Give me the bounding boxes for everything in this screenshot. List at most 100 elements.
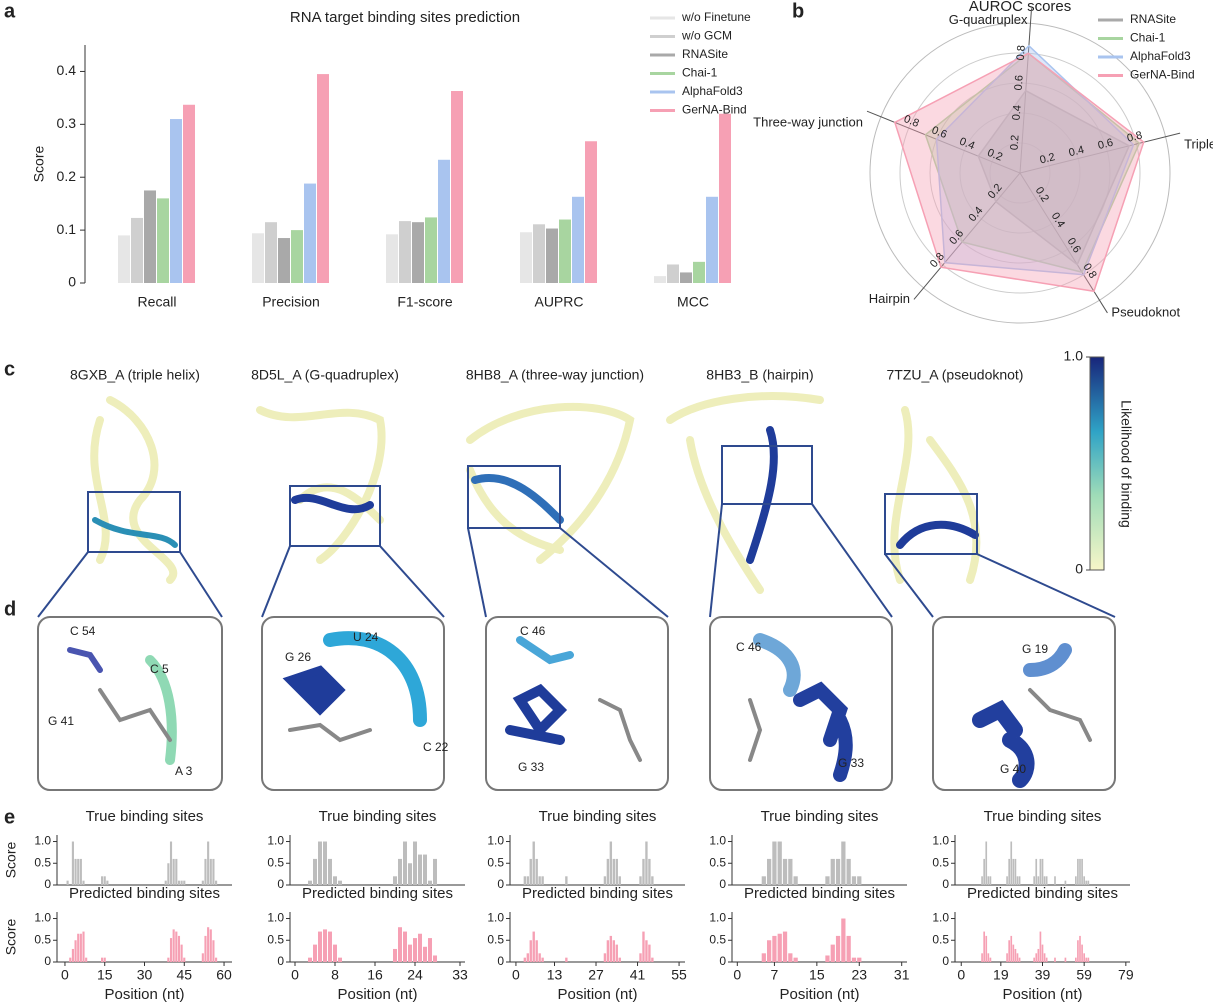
bar [1087,957,1090,962]
bar [782,858,788,885]
bar [103,957,106,962]
bar [654,276,666,283]
bar [215,957,218,962]
bar [529,858,532,885]
bar [565,876,568,885]
bar [1083,876,1085,885]
y-tick-label: 0 [719,954,726,968]
bar [857,957,862,962]
bar [651,876,654,885]
x-tick-label: 0 [512,967,520,983]
r-tick-label: 0.6 [1097,137,1115,152]
bar [830,944,835,962]
bar [830,858,835,885]
y-tick-label: 1.0 [267,834,284,848]
y-tick-label: 1.0 [267,911,284,925]
bar [1016,876,1019,885]
bar [252,233,264,283]
panel-label: d [4,598,16,620]
r-tick-label: 0.8 [902,113,921,130]
bar [423,854,427,885]
bar [398,858,402,885]
panel-label: e [4,806,15,828]
bar [532,931,535,962]
bar [183,957,186,962]
radar-axis [1019,172,1108,314]
residue-label: G 33 [518,760,544,774]
bar [1083,953,1085,962]
bar [533,224,545,283]
radar-axis [866,110,1021,174]
bar [77,933,80,962]
bar [1039,858,1042,885]
residue-label: A 3 [175,764,193,778]
bar [413,841,417,885]
bar [1006,876,1008,885]
bar [428,938,432,962]
bar [767,858,772,885]
bar [180,880,183,885]
y-tick-label: 0 [44,954,51,968]
bar [538,876,541,885]
bar [612,940,615,962]
bar [1043,953,1046,962]
y-tick-label: 0.5 [709,932,726,946]
bar [438,159,450,283]
y-tick-label: 0 [942,954,949,968]
bar [101,957,104,962]
bar [793,876,798,885]
bar [1079,935,1081,962]
x-tick-label: 19 [993,967,1009,983]
y-tick-label: 0 [497,877,504,891]
x-tick-label: AUPRC [534,294,583,310]
bar [1037,948,1040,962]
bar [851,957,857,962]
y-tick-label: 0.5 [267,932,284,946]
radar-area [924,52,1141,274]
bar [606,940,610,962]
bar [825,955,830,962]
residue-label: C 5 [150,662,169,676]
bar [313,858,317,885]
x-axis-label: Position (nt) [104,986,184,1003]
bar [172,929,175,962]
residue-label: G 40 [1000,762,1026,776]
y-tick-label: 0.4 [57,62,77,78]
bar [603,876,607,885]
bar [841,841,846,885]
bar [131,217,143,283]
detail-images [67,631,1092,788]
x-axis-label: Position (nt) [337,986,417,1003]
bar [167,863,170,885]
bar [559,219,571,283]
axis-category-label: Triple helix [1184,137,1213,152]
panel-label: b [792,0,804,22]
x-tick-label: 0 [61,967,69,983]
chart-title: Predicted binding sites [744,885,895,902]
x-tick-label: 0 [733,967,741,983]
y-tick-label: 0.5 [34,855,51,869]
bar [1041,858,1044,885]
x-tick-label: 41 [630,967,646,983]
bar [1018,876,1021,885]
bar [177,935,181,962]
bar [987,876,990,885]
bar [648,944,651,962]
bar [615,858,618,885]
bar [79,858,82,885]
bar [772,935,777,962]
bar [308,957,312,962]
y-tick-label: 0 [497,954,504,968]
bar [328,931,332,962]
zoom-boxes [37,445,1116,618]
y-tick-label: 1.0 [932,834,949,848]
bar [1035,953,1038,962]
r-tick-label: 0.6 [1013,75,1026,91]
y-tick-label: 1.0 [34,911,51,925]
residue-label: G 19 [1022,642,1048,656]
bar [167,957,170,962]
bar [71,841,74,885]
bar [1010,841,1013,885]
y-tick-label: 1.0 [34,834,51,848]
bar [642,931,645,962]
